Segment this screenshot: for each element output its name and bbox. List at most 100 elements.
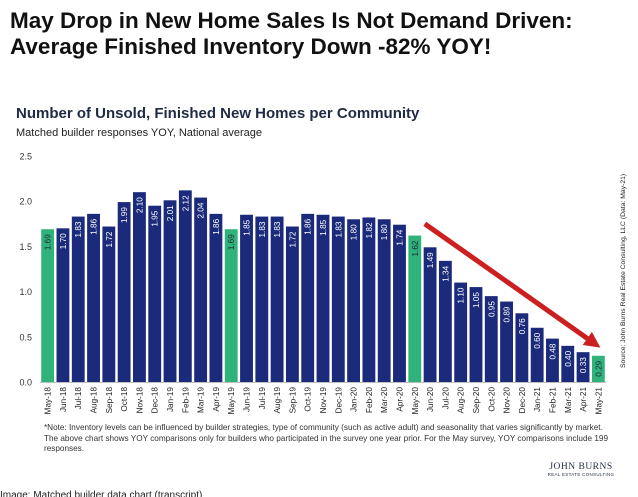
bar (576, 352, 590, 382)
x-tick-label: Jan-21 (533, 387, 542, 412)
bar-value-label: 2.01 (166, 205, 175, 221)
company-logo: JOHN BURNS REAL ESTATE CONSULTING (546, 462, 616, 477)
bar-value-label: 2.04 (197, 202, 206, 218)
source-text: Source: John Burns Real Estate Consultin… (620, 174, 627, 368)
trend-arrow (423, 221, 601, 348)
bar (530, 327, 544, 382)
bar-value-label: 0.40 (564, 350, 573, 366)
x-tick-label: Feb-19 (181, 387, 190, 413)
bar (301, 213, 315, 382)
bar-value-label: 1.69 (44, 234, 53, 250)
bar-value-label: 1.86 (90, 218, 99, 234)
y-tick-label: 2.0 (19, 197, 32, 207)
x-tick-label: Sep-20 (472, 387, 481, 414)
bar-value-label: 1.83 (273, 221, 282, 237)
bar (255, 216, 269, 382)
x-tick-label: Oct-20 (487, 387, 496, 412)
bar (515, 313, 529, 382)
bar-value-label: 1.86 (212, 218, 221, 234)
bar-value-labels: 1.69 1.70 1.83 1.86 1.72 1.99 2.10 1.95 2.01 2.12… (44, 195, 604, 377)
bar-value-label: 0.60 (533, 332, 542, 348)
bar (270, 216, 284, 382)
x-tick-label: Dec-20 (518, 387, 527, 414)
logo-subtext: REAL ESTATE CONSULTING (547, 472, 615, 477)
bar (331, 216, 345, 382)
logo-text: JOHN BURNS (549, 462, 613, 472)
bar-value-label: 1.82 (365, 222, 374, 238)
x-tick-label: Jul-18 (74, 387, 83, 410)
bar-value-label: 0.89 (503, 306, 512, 322)
x-tick-label: Aug-20 (457, 387, 466, 414)
bar-value-label: 1.80 (350, 224, 359, 240)
y-tick-label: 0.0 (19, 378, 32, 388)
y-tick-label: 1.5 (19, 242, 32, 252)
bar-value-label: 1.10 (457, 287, 466, 303)
bar (546, 338, 559, 382)
x-axis: May-18 Jun-18 Jul-18 Aug-18 Sep-18 Oct-18 Nov-… (40, 382, 606, 415)
bar (285, 226, 299, 382)
bar-highlighted (224, 229, 238, 382)
bar-value-label: 1.74 (395, 229, 404, 245)
x-tick-label: Jul-19 (258, 387, 267, 410)
x-tick-label: May-19 (227, 387, 236, 415)
bar (500, 301, 513, 382)
bar (71, 216, 85, 382)
bar (377, 219, 391, 382)
x-tick-label: Sep-19 (288, 387, 297, 414)
x-tick-label: Nov-20 (503, 387, 512, 414)
bar-value-label: 1.83 (258, 221, 267, 237)
bar (240, 214, 253, 382)
bar (393, 224, 406, 382)
x-tick-label: Dec-19 (334, 387, 343, 414)
bar (209, 213, 223, 382)
bar-value-label: 1.95 (151, 210, 160, 226)
bar-value-label: 1.85 (243, 219, 252, 235)
bar-value-label: 1.34 (441, 265, 450, 281)
bar-value-label: 1.70 (59, 233, 68, 249)
bar-value-label: 1.86 (304, 218, 313, 234)
headline: May Drop in New Home Sales Is Not Demand… (10, 8, 573, 59)
bar-value-label: 0.95 (487, 301, 496, 317)
bar (148, 205, 162, 382)
bar-value-label: 2.10 (135, 197, 144, 213)
x-tick-label: Apr-19 (212, 387, 221, 412)
bar (87, 213, 100, 382)
bar (102, 226, 116, 382)
bars (41, 190, 605, 382)
bar-value-label: 0.76 (518, 318, 527, 334)
bar-value-label: 1.05 (472, 292, 481, 308)
chart-title: Number of Unsold, Finished New Homes per… (16, 105, 420, 122)
x-tick-label: Aug-18 (90, 387, 99, 414)
bar (469, 287, 483, 382)
bar-value-label: 1.99 (120, 207, 129, 223)
bar-value-label: 1.83 (334, 221, 343, 237)
y-tick-label: 2.5 (19, 152, 32, 162)
bar-highlighted (591, 355, 605, 382)
x-tick-label: Feb-21 (548, 387, 557, 413)
bar (362, 217, 376, 382)
bar-value-label: 0.33 (579, 357, 588, 373)
bar-value-label: 1.80 (380, 224, 389, 240)
bar-value-label: 1.69 (227, 234, 236, 250)
x-tick-label: Sep-18 (105, 387, 114, 414)
x-tick-label: Jan-19 (166, 387, 175, 412)
footnote: *Note: Inventory levels can be influence… (44, 423, 609, 453)
x-tick-label: May-18 (44, 387, 53, 415)
bar-highlighted (41, 229, 55, 382)
x-tick-label: Jul-20 (441, 387, 450, 410)
bar (133, 192, 146, 382)
bar-value-label: 1.62 (411, 240, 420, 256)
bar (117, 202, 131, 382)
bar (194, 197, 208, 382)
x-tick-label: Jun-20 (426, 387, 435, 412)
bar (56, 228, 70, 382)
x-tick-label: Nov-18 (135, 387, 144, 414)
bar-highlighted (408, 235, 422, 382)
bar-value-label: 1.83 (74, 221, 83, 237)
bar (454, 282, 468, 382)
bar (561, 345, 575, 382)
trend-arrow-shaft (423, 221, 589, 341)
x-tick-label: Apr-20 (395, 387, 404, 412)
x-tick-label: Jun-18 (59, 387, 68, 412)
bar (423, 247, 437, 382)
